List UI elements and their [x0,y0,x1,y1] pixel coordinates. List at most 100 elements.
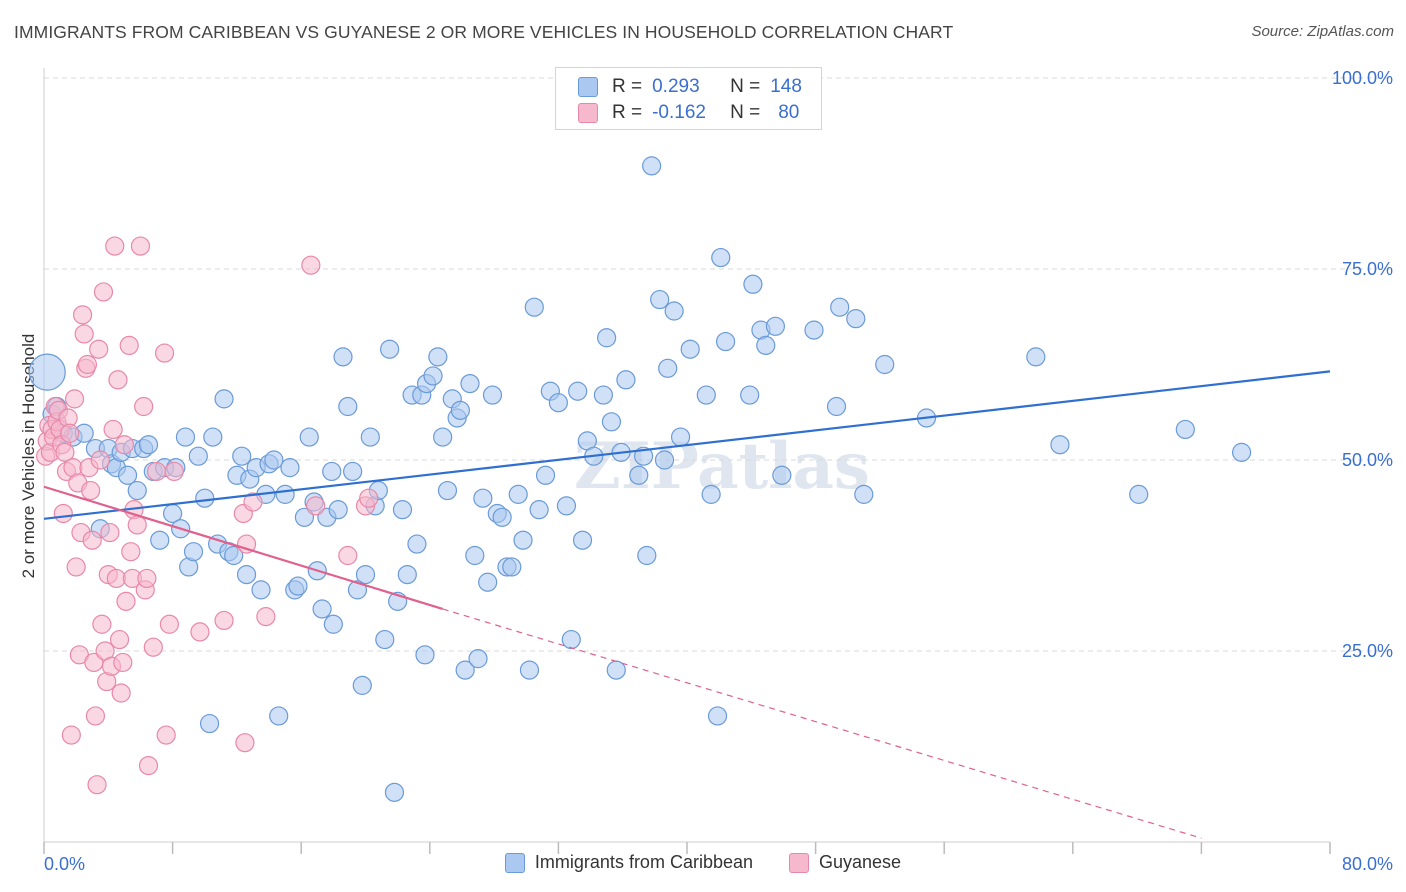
caribbean-point [423,366,443,386]
guyanese-point [53,503,73,524]
stats-r-value: -0.162 [652,102,706,123]
stats-legend: R = 0.293 N = 148 R = -0.162 N = 80 [555,67,822,130]
guyanese-point [55,442,75,462]
caribbean-point [593,385,614,405]
caribbean-point [1026,347,1046,367]
caribbean-point [846,309,866,329]
guyanese-point [137,568,157,589]
caribbean-point [465,545,485,566]
caribbean-point [323,614,343,634]
caribbean-point [875,354,895,375]
caribbean-point [519,660,540,680]
caribbean-point [629,465,649,485]
guyanese-point [164,461,184,482]
guyanese-point [89,339,109,359]
guyanese-point [92,614,112,634]
caribbean-point [460,374,480,394]
guyanese-point [243,492,263,512]
caribbean-point [1050,435,1070,455]
caribbean-point [616,370,636,390]
guyanese-point [61,725,81,745]
guyanese-point [111,683,131,703]
source-label: Source: ZipAtlas.com [1251,23,1394,40]
guyanese-point [134,396,154,417]
stats-swatch-guyanese [578,103,598,123]
guyanese-point [121,542,141,562]
guyanese-point [116,591,136,611]
legend-swatch-caribbean [504,852,525,873]
guyanese-point [119,335,139,355]
caribbean-point [772,465,792,485]
guyanese-point [114,435,134,455]
caribbean-point [482,385,503,405]
caribbean-point [804,320,824,340]
stats-row-guyanese: R = -0.162 N = 80 [578,100,799,126]
stats-row-caribbean: R = 0.293 N = 148 [578,74,802,100]
caribbean-point [670,427,691,447]
caribbean-point [203,427,223,447]
caribbean-point [294,507,315,527]
caribbean-point [450,400,470,420]
caribbean-point [1175,419,1195,440]
caribbean-series [28,156,1252,802]
caribbean-point [183,542,204,562]
guyanese-point [154,343,175,363]
caribbean-point [696,385,716,405]
caribbean-point [478,572,498,592]
caribbean-point [715,331,736,352]
caribbean-point [188,446,208,466]
caribbean-point [1129,484,1149,504]
caribbean-point [407,534,427,554]
caribbean-point [468,649,488,669]
guyanese-point [130,236,151,256]
guyanese-trend-extension [442,608,1202,839]
caribbean-point [561,629,581,650]
caribbean-point [415,645,435,665]
caribbean-point [548,393,569,413]
caribbean-point [654,450,675,470]
caribbean-point [707,706,728,726]
caribbean-point [756,335,776,355]
guyanese-point [256,607,276,627]
caribbean-point [352,675,372,695]
guyanese-point [156,725,176,745]
guyanese-point [146,461,167,482]
guyanese-point [143,637,163,657]
stats-n-label: N = [730,102,761,123]
caribbean-point [397,564,417,585]
guyanese-point [106,568,126,589]
y-axis-label: 2 or more Vehicles in Household [19,334,38,579]
legend-item-caribbean[interactable]: Immigrants from Caribbean [504,852,753,873]
chart-title: IMMIGRANTS FROM CARIBBEAN VS GUYANESE 2 … [14,22,954,42]
caribbean-point [338,396,358,417]
caribbean-point [535,465,556,485]
caribbean-point [524,297,544,317]
caribbean-point [288,576,308,596]
legend-item-guyanese[interactable]: Guyanese [789,852,901,873]
guyanese-point [109,629,130,650]
caribbean-point [826,396,847,417]
caribbean-point [360,427,380,447]
caribbean-point [455,660,475,680]
guyanese-trend-line [43,485,443,611]
guyanese-point [235,733,255,753]
caribbean-point [199,713,220,734]
caribbean-point [854,484,874,504]
caribbean-point [384,782,405,802]
guyanese-point [66,557,86,577]
y-tick-label: 25.0% [1342,641,1393,661]
guyanese-point [214,610,234,631]
stats-n-value: 80 [778,102,800,123]
caribbean-point [264,450,284,470]
caribbean-point [280,458,300,478]
caribbean-point [437,480,458,501]
y-tick-label: 75.0% [1342,259,1393,279]
guyanese-point [159,614,179,634]
guyanese-point [138,755,159,776]
guyanese-point [127,515,147,535]
caribbean-point [830,297,850,317]
caribbean-point [355,564,376,585]
caribbean-point [556,496,577,516]
legend-label-guyanese: Guyanese [819,852,902,872]
